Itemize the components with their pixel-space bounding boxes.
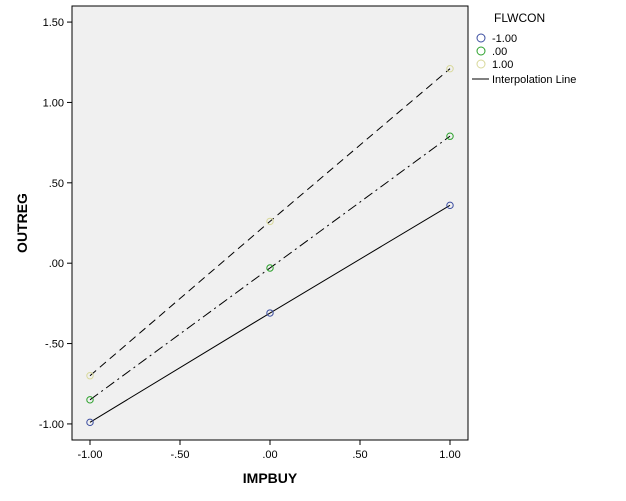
legend: FLWCON -1.00.001.00 Interpolation Line <box>472 11 576 86</box>
series-point <box>86 396 94 404</box>
legend-marker <box>476 33 486 43</box>
x-tick-label: -1.00 <box>77 449 102 461</box>
x-tick-label: -.50 <box>171 449 190 461</box>
x-tick-label: 1.00 <box>439 449 460 461</box>
legend-label: 1.00 <box>492 59 513 71</box>
plot-area <box>71 5 469 441</box>
x-axis-ticks: -1.00 -.50 .00 .50 1.00 <box>77 440 461 461</box>
legend-title: FLWCON <box>494 11 545 25</box>
legend-items: -1.00.001.00 <box>476 33 517 71</box>
y-tick-label: .00 <box>49 258 64 270</box>
legend-marker <box>476 46 486 56</box>
x-tick-label: .50 <box>352 449 367 461</box>
series-line-0 <box>89 204 451 423</box>
series-line-2 <box>89 68 451 377</box>
y-axis-title: OUTREG <box>14 193 30 253</box>
series-point <box>86 372 94 380</box>
legend-marker <box>476 59 486 69</box>
legend-label: .00 <box>492 46 507 58</box>
y-tick-label: 1.50 <box>43 17 64 29</box>
series-layer <box>86 64 454 427</box>
legend-label: -1.00 <box>492 33 517 45</box>
series-point <box>266 264 274 272</box>
legend-interpolation-line-label: Interpolation Line <box>492 74 576 86</box>
series-point <box>86 418 94 427</box>
series-point <box>266 309 274 317</box>
series-point <box>266 217 274 226</box>
y-tick-label: 1.00 <box>43 97 64 109</box>
y-tick-label: -1.00 <box>39 419 64 431</box>
series-point <box>446 132 454 140</box>
series-line-1 <box>89 135 451 401</box>
x-tick-label: .00 <box>262 449 277 461</box>
series-point <box>446 201 454 210</box>
y-tick-label: .50 <box>49 178 64 190</box>
x-axis-title: IMPBUY <box>243 470 298 486</box>
series-point <box>446 64 454 73</box>
y-axis-ticks: 1.50 1.00 .50 .00 -.50 -1.00 <box>39 17 72 431</box>
y-tick-label: -.50 <box>45 339 64 351</box>
